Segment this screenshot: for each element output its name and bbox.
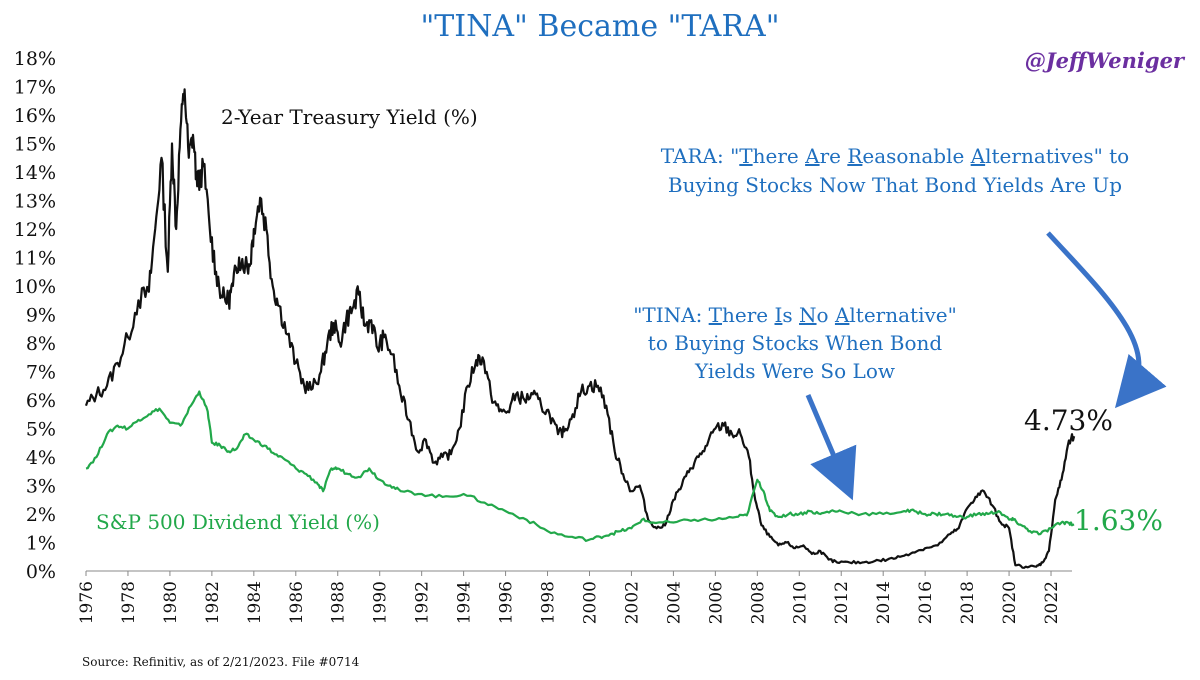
y-tick-label: 17% (14, 77, 56, 99)
x-tick-label: 2010 (790, 581, 810, 624)
chart-title: "TINA" Became "TARA" (420, 9, 779, 44)
x-tick-label: 1992 (413, 581, 433, 624)
y-tick-label: 15% (14, 134, 56, 156)
x-tick-label: 2000 (580, 581, 600, 624)
tina-arrow (805, 394, 857, 501)
x-tick-label: 1994 (455, 581, 475, 624)
x-tick-label: 1998 (539, 581, 559, 624)
y-tick-label: 3% (26, 476, 56, 498)
x-tick-label: 1976 (77, 581, 97, 624)
dividend-series-label: S&P 500 Dividend Yield (%) (96, 510, 380, 534)
dividend-yield-line (85, 390, 1075, 542)
x-tick-label: 2008 (748, 581, 768, 624)
x-tick-label: 1986 (287, 581, 307, 624)
x-tick-label: 2006 (706, 581, 726, 624)
x-tick-label: 1980 (161, 581, 181, 624)
tina-annotation-line2: to Buying Stocks When Bond (648, 331, 943, 355)
y-tick-label: 13% (14, 191, 56, 213)
y-tick-label: 10% (14, 276, 56, 298)
x-tick-label: 2018 (958, 581, 978, 624)
author-handle: @JeffWeniger (1025, 48, 1186, 73)
y-tick-label: 4% (26, 447, 56, 469)
tara-arrow (1046, 231, 1167, 409)
tina-annotation-line1: "TINA: There Is No Alternative" (633, 303, 957, 327)
dividend-last-value-label: 1.63% (1074, 504, 1163, 537)
x-tick-label: 2002 (622, 581, 642, 624)
y-axis: 0% 1% 2% 3% 4% 5% 6% 7% 8% 9% 10% 11% 12% 13% 14% 15% 16… (14, 48, 56, 583)
x-tick-label: 1988 (329, 581, 349, 624)
y-tick-label: 7% (26, 362, 56, 384)
y-tick-label: 12% (14, 219, 56, 241)
series-layer (84, 88, 1076, 569)
x-tick-label: 2022 (1042, 581, 1062, 624)
y-tick-label: 2% (26, 504, 56, 526)
x-tick-label: 2014 (874, 581, 894, 624)
y-tick-label: 0% (26, 561, 56, 583)
x-tick-label: 2016 (916, 581, 936, 624)
x-tick-label: 1984 (245, 581, 265, 624)
y-tick-label: 16% (14, 105, 56, 127)
y-tick-label: 9% (26, 305, 56, 327)
x-tick-label: 2012 (832, 581, 852, 624)
tara-annotation-line1: TARA: "There Are Reasonable Alternatives… (661, 144, 1129, 168)
treasury-yield-line (84, 88, 1076, 569)
x-axis: 1976 1978 1980 1982 1984 1986 1988 1990 1992 1994… (77, 570, 1072, 624)
tara-annotation-line2: Buying Stocks Now That Bond Yields Are U… (668, 173, 1122, 197)
x-tick-label: 1996 (497, 581, 517, 624)
y-tick-label: 1% (26, 533, 56, 555)
y-tick-label: 11% (14, 248, 56, 270)
x-tick-label: 1978 (119, 581, 139, 624)
tina-annotation-line3: Yields Were So Low (694, 359, 895, 383)
x-tick-label: 2004 (664, 581, 684, 624)
treasury-series-label: 2-Year Treasury Yield (%) (221, 105, 478, 129)
source-note: Source: Refinitiv, as of 2/21/2023. File… (82, 655, 360, 669)
x-tick-label: 1982 (203, 581, 223, 624)
y-tick-label: 8% (26, 333, 56, 355)
y-tick-label: 18% (14, 48, 56, 70)
y-tick-label: 14% (14, 162, 56, 184)
x-tick-label: 2020 (1000, 581, 1020, 624)
treasury-last-value-label: 4.73% (1024, 404, 1113, 437)
x-tick-label: 1990 (371, 581, 391, 624)
y-tick-label: 5% (26, 419, 56, 441)
y-tick-label: 6% (26, 390, 56, 412)
